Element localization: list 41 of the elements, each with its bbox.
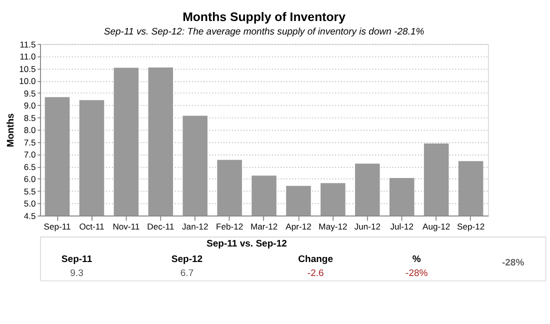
text: Sep-11 vs. Sep-12 <box>206 238 287 250</box>
x-tick-label: Aug-12 <box>422 221 450 232</box>
y-tick-label: 5.5 <box>24 186 36 196</box>
x-tick-label: Jul-12 <box>390 221 414 232</box>
chart-subtitle: Sep-11 vs. Sep-12: The average months supply of inventory is down -28.1% <box>104 26 425 38</box>
y-tick-label: 8.5 <box>24 112 36 123</box>
y-tick-label: 10.0 <box>19 76 36 86</box>
x-tick-label: Mar-12 <box>250 221 278 232</box>
y-tick-label: 11.0 <box>20 52 36 62</box>
x-tick-label: Feb-12 <box>216 221 244 232</box>
x-tick-label: Oct-11 <box>79 221 104 232</box>
text: -28% <box>406 268 428 280</box>
text: -28% <box>502 258 525 269</box>
y-tick-label: 4.5 <box>24 210 36 221</box>
y-axis-title: Months <box>5 113 16 148</box>
text: 6.7 <box>180 268 194 280</box>
y-tick-label: 8.0 <box>24 125 36 136</box>
y-tick-label: 6.0 <box>24 174 36 184</box>
y-tick-label: 11.5 <box>20 39 36 50</box>
text: Change <box>298 254 334 266</box>
text: -2.6 <box>307 268 324 280</box>
text: Sep-12 <box>171 254 203 266</box>
x-tick-label: Jun-12 <box>354 221 381 232</box>
x-tick-label: Dec-11 <box>147 221 174 232</box>
x-tick-label: Apr-12 <box>286 221 312 232</box>
chart-title: Months Supply of Inventory <box>182 10 346 24</box>
y-tick-label: 5.0 <box>24 198 36 209</box>
x-tick-label: Sep-11 <box>44 221 71 232</box>
y-tick-label: 7.5 <box>24 137 36 148</box>
x-tick-label: Nov-11 <box>112 221 140 232</box>
text: % <box>412 254 422 266</box>
y-tick-label: 10.5 <box>19 64 36 74</box>
x-tick-label: Jan-12 <box>182 221 208 232</box>
x-tick-label: Sep-12 <box>457 221 485 232</box>
text: Sep-11 <box>61 254 93 266</box>
y-tick-label: 9.5 <box>24 88 36 98</box>
y-tick-label: 7.0 <box>24 150 36 160</box>
y-tick-label: 9.0 <box>24 100 36 111</box>
text: 9.3 <box>70 268 84 280</box>
y-tick-label: 6.5 <box>24 162 36 172</box>
x-tick-label: May-12 <box>318 221 348 232</box>
